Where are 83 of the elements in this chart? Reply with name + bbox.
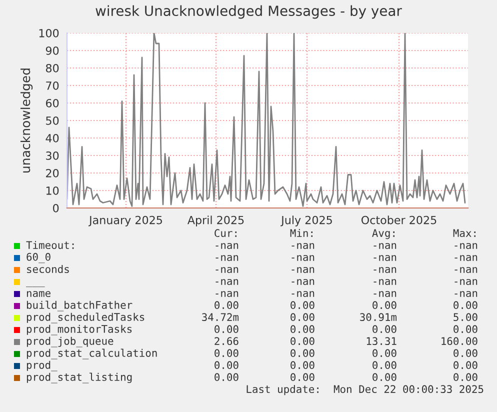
legend-label: Timeout: <box>26 240 74 250</box>
x-tick-label: April 2025 <box>187 216 244 226</box>
text: Last update: Mon Dec 22 00:00:33 2025 <box>246 384 484 396</box>
legend-label: prod_scheduledTasks <box>26 312 144 324</box>
chart-title: wiresk Unacknowledged Messages - by year <box>96 5 402 19</box>
text: -nan <box>454 267 478 274</box>
text: 0.00 <box>454 373 478 382</box>
text: 0.00 <box>214 325 238 334</box>
text: -nan <box>292 243 314 250</box>
text: -nan <box>216 267 238 274</box>
text: -nan <box>292 291 314 298</box>
legend-label: seconds <box>27 264 69 274</box>
text: 0.00 <box>214 361 238 370</box>
text: -nan <box>454 279 478 286</box>
text: 0.00 <box>214 349 238 358</box>
text: 0.00 <box>290 337 314 346</box>
y-tick-label: 20 <box>46 168 59 178</box>
y-axis-title: unacknowledged <box>20 68 33 172</box>
text: -nan <box>374 243 396 250</box>
y-tick-label: 90 <box>46 46 59 55</box>
text: -nan <box>454 255 478 262</box>
text: -nan <box>454 243 478 250</box>
text: -nan <box>374 255 396 262</box>
text: 30.91m <box>360 313 397 322</box>
text: 0.00 <box>214 373 238 382</box>
text: -nan <box>292 279 314 286</box>
y-tick-label: 30 <box>46 151 59 160</box>
legend-label: ___ <box>26 286 45 288</box>
text: Min: <box>290 228 312 237</box>
y-tick-label: 70 <box>46 81 59 90</box>
y-tick-label: 0 <box>53 204 59 212</box>
text: 0.00 <box>454 349 478 358</box>
text: 0.00 <box>454 301 478 310</box>
text: 34.72m <box>202 313 239 322</box>
legend-label: prod_stat_calculation <box>26 348 157 360</box>
text: 0.00 <box>372 361 396 370</box>
text: 0.00 <box>372 325 396 334</box>
text: 0.00 <box>372 349 396 358</box>
line-series <box>67 33 466 207</box>
text: 0.00 <box>290 361 314 370</box>
text: 0.00 <box>214 301 238 310</box>
text: 0.00 <box>372 373 396 382</box>
text: -nan <box>292 255 314 262</box>
y-tick-label: 80 <box>46 64 59 72</box>
text: -nan <box>292 267 314 274</box>
legend-label: prod_stat_listing <box>26 372 132 384</box>
x-tick-label: July 2025 <box>280 216 332 226</box>
text: 2.66 <box>214 337 238 346</box>
y-tick-label: 40 <box>46 134 59 142</box>
text: -nan <box>216 291 238 298</box>
y-tick-label: 50 <box>46 116 59 125</box>
text: -nan <box>374 291 396 298</box>
y-tick-label: 100 <box>39 28 59 38</box>
text: 0.00 <box>372 301 396 310</box>
legend-label: name <box>26 291 50 298</box>
y-tick-label: 10 <box>46 186 59 195</box>
text: 0.00 <box>290 325 314 334</box>
text: 0.00 <box>290 313 314 322</box>
text: 0.00 <box>290 373 314 382</box>
legend-label: 60_0 <box>26 252 50 264</box>
text: 160.00 <box>442 337 478 346</box>
text: -nan <box>454 291 478 298</box>
text: 5.00 <box>454 313 478 322</box>
text: -nan <box>216 255 238 262</box>
text: -nan <box>216 279 238 286</box>
text: 0.00 <box>290 301 314 310</box>
text: 0.00 <box>454 361 478 370</box>
text: Max: <box>453 229 476 238</box>
y-tick-label: 60 <box>46 98 59 108</box>
x-tick-label: October 2025 <box>361 216 436 224</box>
x-tick-label: January 2025 <box>88 216 162 226</box>
text: -nan <box>374 267 396 274</box>
text: -nan <box>374 279 396 286</box>
legend-label: build_batchFather <box>26 300 132 312</box>
legend-label: prod_job_queue <box>26 336 114 348</box>
text: Avg: <box>372 229 394 240</box>
legend-label: prod_monitorTasks <box>26 324 132 336</box>
text: 0.00 <box>290 349 314 358</box>
text: Cur: <box>214 229 236 238</box>
text: -nan <box>216 243 238 250</box>
legend-label: prod_ <box>26 360 58 372</box>
text: 13.31 <box>366 337 396 346</box>
text: 0.00 <box>454 325 478 334</box>
